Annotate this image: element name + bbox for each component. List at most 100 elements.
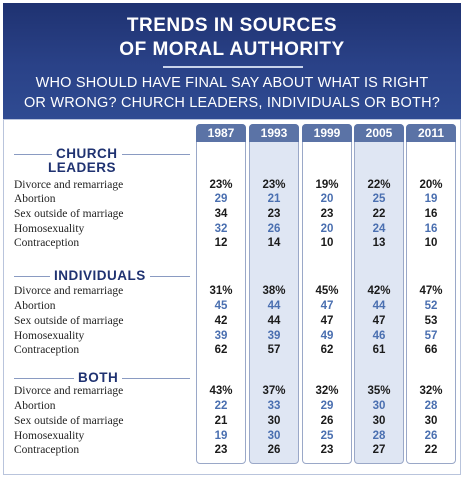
chart-title-line-1: TRENDS IN SOURCES — [126, 15, 338, 36]
table-cell: 26 — [267, 223, 281, 235]
row-label: Divorce and remarriage — [14, 285, 124, 297]
table-cell: 32 — [214, 223, 228, 235]
table-cell: 38% — [262, 285, 286, 297]
table-cell: 34 — [214, 208, 228, 220]
table-cell: 22 — [424, 444, 438, 456]
table-cell: 57 — [424, 330, 438, 342]
table-cell: 44 — [372, 300, 386, 312]
table-cell: 66 — [424, 344, 438, 356]
column-box-1993 — [249, 124, 299, 464]
chart-subtitle-line-2: OR WRONG? CHURCH LEADERS, INDIVIDUALS OR… — [23, 95, 441, 111]
table-cell: 44 — [267, 300, 281, 312]
table-cell: 23% — [209, 179, 233, 191]
row-label: Divorce and remarriage — [14, 385, 124, 397]
table-cell: 47 — [320, 315, 334, 327]
table-cell: 19 — [214, 430, 228, 442]
row-label: Contraception — [14, 344, 80, 356]
table-cell: 35% — [367, 385, 391, 397]
table-cell: 10 — [320, 237, 334, 249]
table-cell: 47 — [320, 300, 334, 312]
table-cell: 30 — [424, 415, 438, 427]
chart-header: TRENDS IN SOURCES OF MORAL AUTHORITY WHO… — [3, 3, 461, 119]
table-cell: 23% — [262, 179, 286, 191]
table-cell: 39 — [214, 330, 228, 342]
table-cell: 21 — [267, 193, 281, 205]
table-cell: 49 — [320, 330, 334, 342]
row-label: Abortion — [14, 400, 56, 412]
table-cell: 30 — [267, 415, 281, 427]
table-cell: 19% — [315, 179, 339, 191]
table-cell: 26 — [320, 415, 334, 427]
row-label: Homosexuality — [14, 223, 85, 235]
table-cell: 30 — [372, 415, 386, 427]
section-title: CHURCH — [52, 146, 122, 161]
row-label: Abortion — [14, 193, 56, 205]
year-header-1987: 1987 — [196, 124, 246, 142]
year-header-1993: 1993 — [249, 124, 299, 142]
table-cell: 28 — [424, 400, 438, 412]
row-label: Sex outside of marriage — [14, 315, 124, 327]
table-cell: 16 — [424, 208, 438, 220]
table-cell: 33 — [267, 400, 281, 412]
table-cell: 47 — [372, 315, 386, 327]
table-cell: 27 — [372, 444, 386, 456]
table-cell: 44 — [267, 315, 281, 327]
table-cell: 57 — [267, 344, 281, 356]
row-label: Contraception — [14, 237, 80, 249]
table-cell: 46 — [372, 330, 386, 342]
row-label: Homosexuality — [14, 330, 85, 342]
table-cell: 14 — [267, 237, 281, 249]
table-cell: 21 — [214, 415, 228, 427]
table-cell: 24 — [372, 223, 386, 235]
table-cell: 22% — [367, 179, 391, 191]
row-label: Sex outside of marriage — [14, 208, 124, 220]
table-cell: 22 — [214, 400, 228, 412]
table-cell: 29 — [214, 193, 228, 205]
section-title: BOTH — [74, 370, 123, 385]
table-cell: 47% — [419, 285, 443, 297]
table-cell: 30 — [372, 400, 386, 412]
table-cell: 29 — [320, 400, 334, 412]
section-title: LEADERS — [44, 160, 121, 175]
row-label: Contraception — [14, 444, 80, 456]
table-cell: 25 — [372, 193, 386, 205]
row-label: Abortion — [14, 300, 56, 312]
table-cell: 22 — [372, 208, 386, 220]
chart-subtitle-line-1: WHO SHOULD HAVE FINAL SAY ABOUT WHAT IS … — [35, 75, 429, 91]
table-cell: 43% — [209, 385, 233, 397]
table-cell: 23 — [214, 444, 228, 456]
table-cell: 32% — [419, 385, 443, 397]
section-title: INDIVIDUALS — [50, 268, 150, 283]
row-label: Sex outside of marriage — [14, 415, 124, 427]
year-header-2011: 2011 — [406, 124, 456, 142]
table-cell: 42 — [214, 315, 228, 327]
table-cell: 12 — [214, 237, 228, 249]
table-cell: 19 — [424, 193, 438, 205]
table-cell: 39 — [267, 330, 281, 342]
table-cell: 16 — [424, 223, 438, 235]
row-label: Homosexuality — [14, 430, 85, 442]
row-label: Divorce and remarriage — [14, 179, 124, 191]
table-cell: 53 — [424, 315, 438, 327]
table-cell: 26 — [267, 444, 281, 456]
table-cell: 31% — [209, 285, 233, 297]
table-cell: 28 — [372, 430, 386, 442]
table-cell: 23 — [320, 444, 334, 456]
table-cell: 62 — [320, 344, 334, 356]
table-cell: 61 — [372, 344, 386, 356]
table-cell: 62 — [214, 344, 228, 356]
year-header-1999: 1999 — [302, 124, 352, 142]
table-cell: 45 — [214, 300, 228, 312]
table-cell: 13 — [372, 237, 386, 249]
table-cell: 45% — [315, 285, 339, 297]
header-divider — [163, 66, 303, 68]
table-cell: 10 — [424, 237, 438, 249]
table-cell: 23 — [320, 208, 334, 220]
table-cell: 32% — [315, 385, 339, 397]
table-cell: 23 — [267, 208, 281, 220]
table-cell: 26 — [424, 430, 438, 442]
table-cell: 30 — [267, 430, 281, 442]
table-cell: 20 — [320, 193, 334, 205]
table-cell: 52 — [424, 300, 438, 312]
table-cell: 42% — [367, 285, 391, 297]
